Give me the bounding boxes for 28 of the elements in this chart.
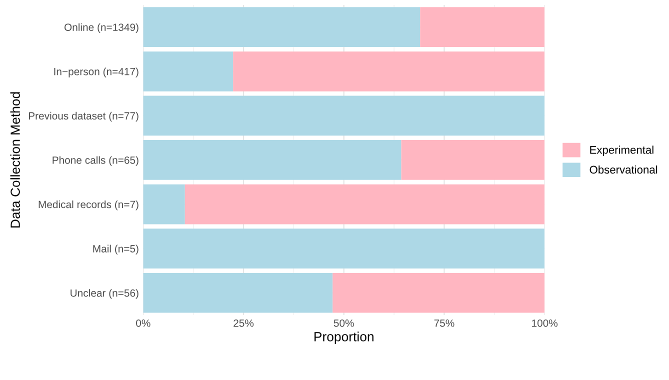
- bar: [420, 7, 545, 48]
- y-tick-label: Previous dataset (n=77): [28, 112, 138, 122]
- bar: [143, 184, 185, 224]
- bar: [184, 184, 545, 224]
- bar: [332, 272, 545, 313]
- bar: [143, 51, 234, 92]
- bar: [143, 140, 402, 180]
- y-axis-title: Data Collection Method: [10, 92, 20, 228]
- bar: [143, 96, 545, 136]
- bar: [143, 272, 333, 313]
- legend-label: Observational: [590, 165, 658, 174]
- y-tick-label: Unclear (n=56): [70, 289, 138, 299]
- x-tick-label: 50%: [334, 319, 354, 327]
- y-tick-label: Medical records (n=7): [38, 200, 138, 210]
- x-tick-label: 75%: [434, 320, 454, 327]
- y-tick-label: Mail (n=5): [93, 244, 138, 255]
- y-tick-label: In−person (n=417): [54, 68, 138, 78]
- x-tick-label: 0%: [136, 319, 150, 327]
- y-tick-label: Phone calls (n=65): [52, 156, 138, 166]
- legend-label: Experimental: [590, 146, 654, 156]
- bar: [143, 7, 420, 48]
- bar: [401, 140, 545, 180]
- x-tick-label: 100%: [532, 319, 558, 327]
- bar: [143, 228, 545, 269]
- x-tick-label: 25%: [234, 319, 254, 327]
- x-axis-title: Proportion: [314, 332, 374, 344]
- y-tick-label: Online (n=1349): [64, 23, 138, 34]
- bar: [233, 51, 545, 92]
